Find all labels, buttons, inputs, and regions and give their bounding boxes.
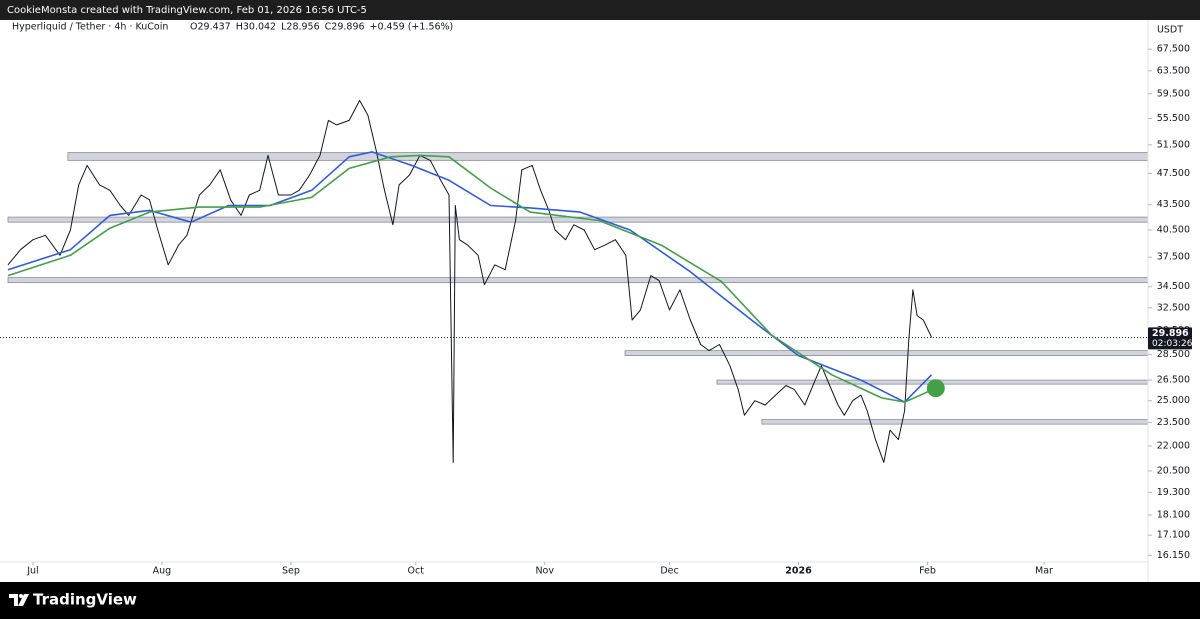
countdown-label: 02:03:26	[1152, 339, 1193, 349]
brand-logo	[9, 594, 29, 606]
support-resistance-zone	[624, 350, 1148, 356]
y-tick-label: 32.500	[1157, 302, 1190, 313]
footer-bar	[0, 582, 1200, 619]
support-resistance-zone	[761, 419, 1148, 425]
x-tick-label: Sep	[282, 566, 300, 577]
symbol-legend: Hyperliquid / Tether · 4h · KuCoin	[12, 22, 168, 33]
y-tick-label: 18.100	[1157, 510, 1190, 521]
y-tick-label: 28.500	[1157, 349, 1190, 360]
y-tick-label: 19.300	[1157, 487, 1190, 498]
support-resistance-zone	[7, 277, 1148, 284]
ohlc-value: O29.437	[190, 22, 231, 33]
x-tick-label: Mar	[1035, 566, 1053, 577]
ohlc-value: H30.042	[236, 22, 276, 33]
x-tick-label: Jul	[26, 566, 38, 577]
y-tick-label: 40.500	[1157, 224, 1190, 235]
y-tick-label: 25.000	[1157, 395, 1190, 406]
ohlc-value: L28.956	[281, 22, 320, 33]
x-tick-label: Feb	[919, 566, 936, 577]
ohlc-value: +0.459 (+1.56%)	[370, 22, 454, 33]
ohlc-legend: O29.437 H30.042 L28.956 C29.896 +0.459 (+1.5…	[190, 22, 453, 33]
moving-average-line	[7, 154, 937, 403]
y-tick-label: 55.500	[1157, 113, 1190, 124]
y-tick-label: 59.500	[1157, 88, 1190, 99]
y-tick-label: 43.500	[1157, 199, 1190, 210]
y-tick-label: 63.500	[1157, 65, 1190, 76]
y-tick-label: 51.500	[1157, 139, 1190, 150]
plot-area	[0, 99, 1148, 463]
y-tick-label: 22.000	[1157, 440, 1190, 451]
currency-label: USDT	[1157, 25, 1183, 36]
chart-background	[0, 20, 1200, 582]
y-tick-label: 47.500	[1157, 168, 1190, 179]
x-tick-label: Oct	[408, 566, 425, 577]
header-credit: CookieMonsta created with TradingView.co…	[7, 5, 367, 16]
y-tick-label: 17.100	[1157, 530, 1190, 541]
x-tick-label: 2026	[785, 566, 812, 577]
ohlc-value: C29.896	[325, 22, 365, 33]
y-tick-label: 16.150	[1157, 550, 1190, 561]
y-tick-label: 37.500	[1157, 252, 1190, 263]
axes: 67.500 63.500 59.500 55.500 51.500 47.500 43.5…	[26, 44, 1192, 577]
y-tick-label: 20.500	[1157, 465, 1190, 476]
last-price-label: 29.896	[1152, 328, 1189, 339]
x-tick-label: Aug	[153, 566, 172, 577]
support-resistance-zone	[67, 152, 1148, 161]
support-resistance-zone	[7, 216, 1148, 223]
footer-brand: TradingView	[33, 591, 137, 609]
y-tick-label: 34.500	[1157, 281, 1190, 292]
y-tick-label: 26.500	[1157, 375, 1190, 386]
price-line	[7, 99, 933, 463]
x-tick-label: Nov	[535, 566, 554, 577]
y-tick-label: 67.500	[1157, 44, 1190, 55]
x-tick-label: Dec	[660, 566, 678, 577]
header-bar	[0, 0, 1200, 20]
last-price-box	[1148, 327, 1192, 350]
y-tick-label: 23.500	[1157, 417, 1190, 428]
end-marker	[926, 379, 945, 398]
